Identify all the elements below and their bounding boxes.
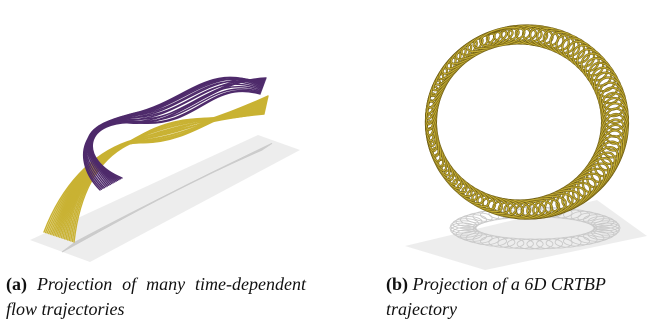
trajectory-shadows	[61, 142, 273, 253]
caption-b-text: Projection of a 6D CRTBP trajectory	[386, 274, 606, 319]
shadow-loop	[536, 238, 564, 250]
crtbp-coil	[424, 24, 630, 220]
caption-a: (a) Projection of many time-dependent fl…	[6, 272, 306, 322]
shadow-loop	[590, 226, 618, 238]
shadow-loop	[455, 216, 483, 228]
shadow-loop	[452, 226, 480, 238]
shadow-loop	[583, 214, 610, 226]
coil-loop	[479, 26, 525, 47]
shadow-curve	[75, 142, 273, 243]
caption-b-id: (b)	[386, 274, 408, 294]
shadow-loop	[516, 238, 544, 250]
shadow-loop	[587, 228, 615, 240]
shadow-loop	[554, 236, 582, 248]
shadow-loop	[465, 232, 493, 244]
caption-b: (b) Projection of a 6D CRTBP trajectory	[386, 272, 665, 322]
shadow-loop	[590, 218, 618, 230]
shadow-loop	[506, 238, 534, 250]
shadow-loop	[497, 237, 525, 249]
floor-plane	[405, 200, 647, 270]
figure-a: (a) Projection of many time-dependent fl…	[0, 0, 320, 332]
shadow-loop	[577, 212, 605, 224]
shadow-loop	[577, 232, 605, 244]
flow-trajectories-yellow	[43, 95, 269, 243]
shadow-loop	[452, 218, 480, 230]
trajectory-curve	[91, 90, 261, 179]
figure-b: (b) Projection of a 6D CRTBP trajectory	[365, 0, 665, 332]
flow-trajectories-purple	[83, 76, 267, 191]
caption-a-id: (a)	[6, 274, 27, 294]
trajectory-shadow	[449, 206, 621, 250]
flow-trajectories-render	[30, 76, 300, 262]
crtbp-trajectory-render	[405, 24, 647, 270]
shadow-loop	[545, 237, 573, 249]
shadow-loop	[526, 238, 554, 250]
shadow-loop	[465, 212, 493, 224]
shadow-loop	[592, 220, 620, 232]
trajectory-curve	[73, 113, 265, 243]
caption-a-text: Projection of many time-dependent flow t…	[6, 274, 306, 319]
